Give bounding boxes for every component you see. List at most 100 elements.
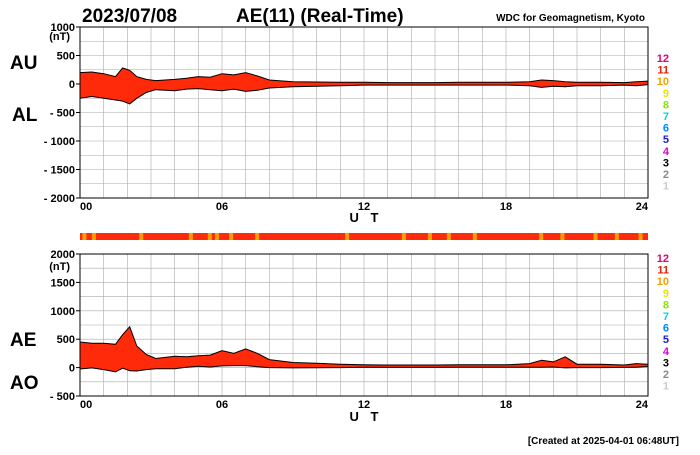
ae-ao-y-tick-labels: 2000 1500 1000 500 0 - 500	[50, 249, 75, 403]
envelope-fill	[80, 326, 648, 372]
status-bar-mark	[229, 233, 234, 240]
y-tick-label: - 2000	[44, 193, 75, 205]
y-tick-label: 0	[69, 363, 75, 375]
ae-ao-x-axis-label: U T	[350, 409, 383, 424]
series-line-au	[79, 67, 649, 84]
ae-ao-gridlines	[79, 253, 649, 397]
au-label: AU	[10, 53, 37, 74]
legend-level-5: 5	[663, 134, 669, 146]
x-tick-label: 12	[358, 201, 370, 213]
station-status-bar	[80, 233, 648, 240]
legend-level-4: 4	[663, 346, 670, 358]
ae-ao-frame	[76, 253, 649, 397]
legend-level-1: 1	[663, 181, 669, 193]
series-line-al	[79, 84, 649, 105]
plot-title: AE(11) (Real-Time)	[236, 6, 404, 27]
x-tick-label: 06	[216, 399, 228, 411]
legend-level-9: 9	[663, 88, 669, 100]
y-tick-label: - 500	[50, 391, 75, 403]
plot-date: 2023/07/08	[82, 6, 177, 27]
x-tick-label: 00	[80, 399, 92, 411]
au-al-gridlines	[79, 26, 649, 199]
legend-level-6: 6	[663, 323, 669, 335]
au-al-unit-label: (nT)	[49, 31, 70, 43]
x-tick-label: 00	[80, 201, 92, 213]
status-bar-mark	[560, 233, 565, 240]
y-tick-label: 500	[57, 334, 75, 346]
legend-level-7: 7	[663, 111, 669, 123]
legend-level-2: 2	[663, 169, 669, 181]
created-timestamp: [Created at 2025-04-01 06:48UT]	[528, 436, 679, 447]
y-tick-label: - 500	[50, 108, 75, 120]
x-tick-label: 18	[500, 399, 512, 411]
legend-level-10: 10	[657, 76, 669, 88]
x-tick-label: 12	[358, 399, 370, 411]
legend-level-8: 8	[663, 99, 669, 111]
status-bar-mark	[91, 233, 96, 240]
status-bar-mark	[593, 233, 598, 240]
status-bar-mark	[345, 233, 350, 240]
au-al-frame	[76, 26, 649, 199]
series-line-ao	[79, 365, 649, 373]
al-label: AL	[12, 105, 38, 126]
legend-level-2: 2	[663, 369, 669, 381]
status-bar-mark	[614, 233, 619, 240]
y-tick-label: 0	[69, 79, 75, 91]
plot-frame	[79, 253, 649, 397]
legend-level-10: 10	[657, 276, 669, 288]
x-tick-label: 06	[216, 201, 228, 213]
legend-level-12: 12	[657, 253, 669, 265]
legend-level-11: 11	[657, 265, 669, 277]
x-tick-label: 24	[636, 201, 649, 213]
y-tick-label: 500	[57, 51, 75, 63]
status-bar-mark	[427, 233, 432, 240]
x-tick-label: 18	[500, 201, 512, 213]
ae-ao-envelope	[79, 325, 649, 373]
status-bar-base	[80, 233, 648, 240]
envelope-fill	[80, 68, 648, 104]
legend-level-4: 4	[663, 146, 670, 158]
legend-level-9: 9	[663, 288, 669, 300]
y-tick-label: - 1500	[44, 165, 75, 177]
legend-level-1: 1	[663, 381, 669, 393]
status-bar-mark	[139, 233, 144, 240]
status-bar-mark	[207, 233, 212, 240]
data-source: WDC for Geomagnetism, Kyoto	[496, 13, 645, 24]
legend-level-12: 12	[657, 53, 669, 65]
x-tick-label: 24	[636, 399, 649, 411]
status-bar-mark	[638, 233, 643, 240]
legend-level-11: 11	[657, 65, 669, 77]
legend-level-5: 5	[663, 334, 669, 346]
ae-label: AE	[10, 330, 36, 351]
series-line-ae	[79, 325, 649, 366]
status-bar-mark	[255, 233, 260, 240]
y-tick-label: - 1000	[44, 136, 75, 148]
au-al-envelope	[79, 67, 649, 105]
status-bar-mark	[446, 233, 451, 240]
y-tick-label: 2000	[51, 249, 75, 261]
status-bar-mark	[82, 233, 87, 240]
y-tick-label: 1000	[51, 306, 75, 318]
au-al-x-axis-label: U T	[350, 210, 383, 225]
status-bar-mark	[539, 233, 544, 240]
au-al-y-tick-labels: 1000 500 0 - 500 - 1000 - 1500 - 2000	[44, 22, 75, 205]
ae-ao-unit-label: (nT)	[49, 261, 70, 273]
status-bar-mark	[472, 233, 477, 240]
legend-level-3: 3	[663, 357, 669, 369]
y-tick-label: 1000	[51, 22, 75, 34]
legend-level-3: 3	[663, 157, 669, 169]
legend-level-7: 7	[663, 311, 669, 323]
legend-level-8: 8	[663, 299, 669, 311]
status-bar-mark	[214, 233, 219, 240]
ao-label: AO	[10, 373, 39, 394]
status-bar-mark	[188, 233, 193, 240]
au-al-x-tick-labels: 00 06 12 18 24	[80, 201, 649, 213]
ae-ao-x-tick-labels: 00 06 12 18 24	[80, 399, 649, 411]
legend-level-6: 6	[663, 123, 669, 135]
y-tick-label: 1500	[51, 277, 75, 289]
status-bar-mark	[401, 233, 406, 240]
